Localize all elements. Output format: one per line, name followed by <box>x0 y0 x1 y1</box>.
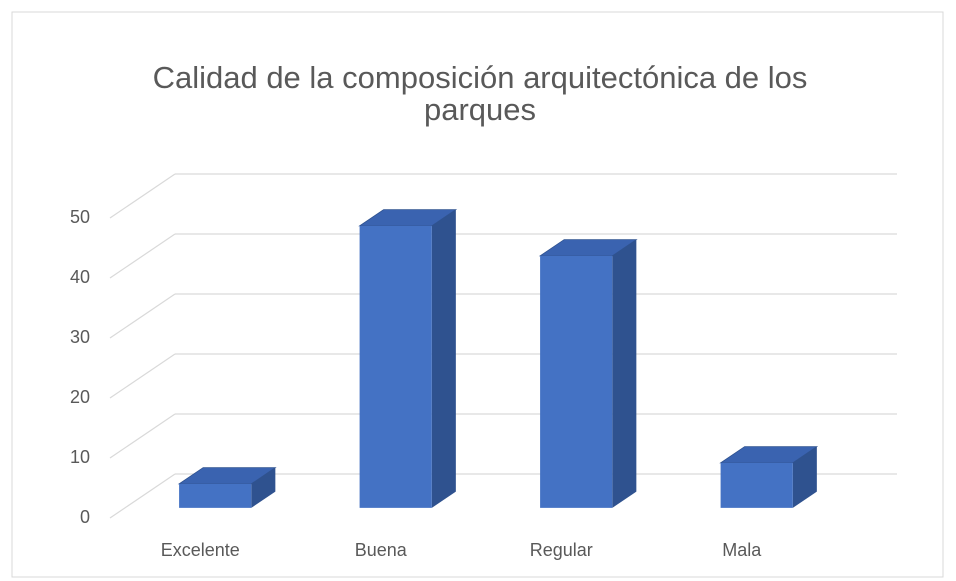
bar-front <box>179 483 252 508</box>
bar-front <box>359 225 432 508</box>
x-tick-label: Regular <box>530 540 593 560</box>
grid-line <box>109 173 897 219</box>
x-tick-label: Mala <box>722 540 762 560</box>
bar-side <box>251 467 276 508</box>
bar-side <box>431 209 456 508</box>
y-tick-label: 50 <box>70 207 90 227</box>
y-tick-label: 20 <box>70 387 90 407</box>
bar <box>177 467 277 508</box>
grid-diagonal <box>109 353 176 399</box>
y-tick-label: 40 <box>70 267 90 287</box>
x-tick-label: Excelente <box>161 540 240 560</box>
y-tick-label: 0 <box>80 507 90 527</box>
grid-line <box>109 413 897 459</box>
chart-title: parques <box>424 92 536 127</box>
grid-diagonal <box>109 293 176 339</box>
grid-line <box>109 353 897 399</box>
bar-side <box>792 446 817 508</box>
y-tick-label: 10 <box>70 447 90 467</box>
bar <box>358 209 458 508</box>
x-tick-label: Buena <box>355 540 408 560</box>
grid-diagonal <box>109 413 176 459</box>
grid-diagonal <box>109 233 176 279</box>
y-tick-label: 30 <box>70 327 90 347</box>
grid-line <box>109 233 897 279</box>
grid-diagonal <box>109 173 176 219</box>
bar <box>538 239 638 508</box>
grid-diagonal <box>109 473 176 519</box>
grid-line <box>109 293 897 339</box>
bar <box>719 446 819 508</box>
bar-front <box>540 255 613 508</box>
bar-front <box>720 462 793 508</box>
chart-title: Calidad de la composición arquitectónica… <box>153 60 808 95</box>
bar-side <box>612 239 637 508</box>
